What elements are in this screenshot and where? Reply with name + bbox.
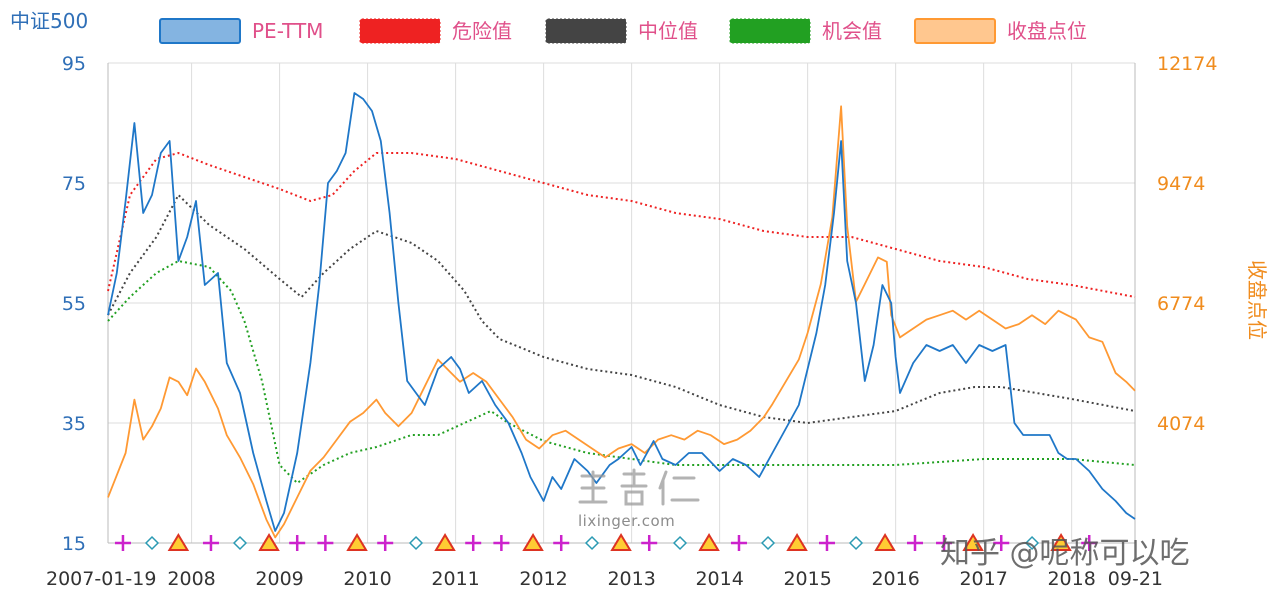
legend-swatch <box>914 18 996 44</box>
series-机会值 <box>107 260 1136 484</box>
marker-triangle <box>874 533 896 551</box>
marker-plus <box>377 535 394 551</box>
event-markers <box>114 533 1098 551</box>
marker-plus <box>936 535 953 551</box>
marker-plus <box>553 535 570 551</box>
grid-lines <box>107 62 1136 544</box>
marker-plus <box>818 535 835 551</box>
x-tick-label: 2007-01-19 <box>46 568 156 590</box>
zhihu-watermark: 知乎 @呢称可以吃 <box>940 536 1190 571</box>
marker-plus <box>730 535 747 551</box>
marker-plus <box>993 535 1010 551</box>
y-left-tick-label: 75 <box>62 173 86 195</box>
x-tick-label: 2008 <box>167 568 215 590</box>
marker-diamond <box>672 535 688 551</box>
marker-triangle <box>610 533 632 551</box>
y-right-label: 收盘点位 <box>1245 260 1269 340</box>
marker-triangle <box>258 533 280 551</box>
y-right-tick-label: 12174 <box>1157 53 1217 75</box>
y-left-tick-label: 35 <box>62 413 86 435</box>
y-left-tick-label: 95 <box>62 53 86 75</box>
marker-plus <box>114 535 131 551</box>
marker-plus <box>465 535 482 551</box>
marker-triangle <box>434 533 456 551</box>
x-tick-label: 2010 <box>343 568 391 590</box>
x-tick-label: 2011 <box>431 568 479 590</box>
marker-plus <box>1081 535 1098 551</box>
legend-item[interactable]: PE-TTM <box>159 18 323 44</box>
legend-item[interactable]: 中位值 <box>545 18 698 44</box>
series-中位值 <box>107 194 1136 424</box>
marker-plus <box>202 535 219 551</box>
marker-diamond <box>760 535 776 551</box>
marker-triangle <box>346 533 368 551</box>
marker-plus <box>289 535 306 551</box>
marker-diamond <box>584 535 600 551</box>
y-right-tick-label: 4074 <box>1157 413 1205 435</box>
y-left-tick-label: 15 <box>62 533 86 555</box>
y-axis-left: 15 35 55 75 95 <box>62 53 86 555</box>
x-tick-label: 2013 <box>607 568 655 590</box>
legend-swatch <box>359 18 441 44</box>
marker-diamond <box>232 535 248 551</box>
legend-label: 收盘点位 <box>1007 19 1087 43</box>
marker-triangle <box>167 533 190 551</box>
series-收盘点位 <box>107 105 1136 539</box>
marker-triangle <box>962 533 984 551</box>
chart-title: 中证500 <box>10 9 88 33</box>
marker-triangle <box>786 533 808 551</box>
x-tick-label: 2015 <box>783 568 831 590</box>
marker-triangle <box>522 533 544 551</box>
x-tick-label: 2018 <box>1047 568 1095 590</box>
y-right-tick-label: 6774 <box>1157 293 1205 315</box>
x-tick-label: 2012 <box>519 568 567 590</box>
marker-plus <box>641 535 658 551</box>
lixinger-logo-watermark <box>574 468 714 538</box>
x-tick-label: 2009 <box>255 568 303 590</box>
x-tick-label: 09-21 <box>1108 568 1163 590</box>
legend-item[interactable]: 机会值 <box>729 18 882 44</box>
legend-swatch <box>545 18 627 44</box>
legend-label: 机会值 <box>822 19 882 43</box>
marker-triangle <box>698 533 720 551</box>
legend-item[interactable]: 收盘点位 <box>914 18 1087 44</box>
x-tick-label: 2017 <box>959 568 1007 590</box>
legend-label: 危险值 <box>452 19 512 43</box>
y-axis-right: 4074 6774 9474 12174 <box>1157 53 1217 435</box>
legend-swatch <box>729 18 811 44</box>
x-tick-label: 2016 <box>871 568 919 590</box>
marker-diamond <box>848 535 864 551</box>
x-tick-label: 2014 <box>695 568 743 590</box>
legend: PE-TTM 危险值 中位值 机会值 收盘点位 <box>159 18 1087 44</box>
series-危险值 <box>107 152 1136 298</box>
marker-diamond <box>408 535 424 551</box>
y-left-tick-label: 55 <box>62 293 86 315</box>
marker-plus <box>493 535 510 551</box>
marker-diamond <box>1024 535 1040 551</box>
series-PE-TTM <box>107 92 1136 532</box>
legend-swatch <box>159 18 241 44</box>
y-right-tick-label: 9474 <box>1157 173 1205 195</box>
marker-diamond <box>144 535 160 551</box>
marker-plus <box>317 535 334 551</box>
legend-label: 中位值 <box>638 19 698 43</box>
marker-triangle <box>1050 533 1072 551</box>
lixinger-site-watermark: lixinger.com <box>578 512 676 530</box>
x-axis: 2007-01-19 2008 2009 2010 2011 2012 2013 2014 20… <box>46 568 1163 590</box>
legend-label: PE-TTM <box>252 19 323 43</box>
legend-item[interactable]: 危险值 <box>359 18 512 44</box>
series-layer <box>107 92 1136 539</box>
marker-plus <box>906 535 923 551</box>
